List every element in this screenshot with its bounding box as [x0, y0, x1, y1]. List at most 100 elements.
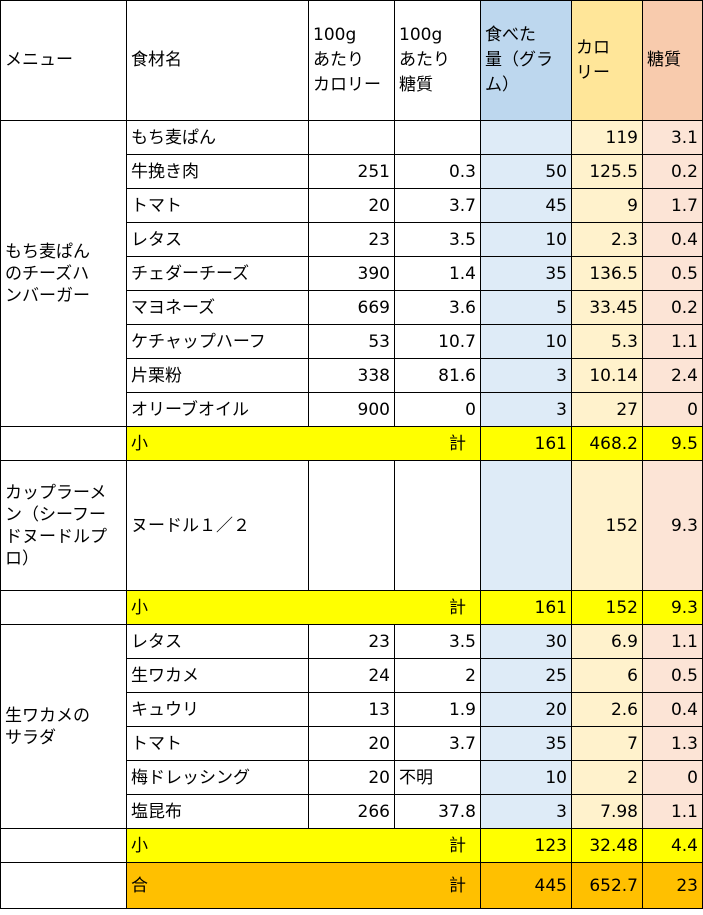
- sugar-cell[interactable]: 1.1: [642, 794, 703, 829]
- eaten-cell[interactable]: 10: [480, 324, 572, 359]
- ingredient-cell[interactable]: 生ワカメ: [126, 658, 309, 693]
- sugar-per100-cell[interactable]: [394, 460, 481, 591]
- cal-per100-cell[interactable]: 20: [308, 726, 395, 761]
- subtotal-eaten[interactable]: 161: [480, 426, 572, 461]
- total-sugar[interactable]: 23: [642, 862, 703, 909]
- eaten-cell[interactable]: 35: [480, 256, 572, 291]
- calorie-cell[interactable]: 7.98: [571, 794, 643, 829]
- subtotal-calorie[interactable]: 32.48: [571, 828, 643, 863]
- sugar-cell[interactable]: 3.1: [642, 120, 703, 155]
- ingredient-cell[interactable]: ケチャップハーフ: [126, 324, 309, 359]
- sugar-cell[interactable]: 0.2: [642, 290, 703, 325]
- calorie-cell[interactable]: 7: [571, 726, 643, 761]
- header-cal-per100[interactable]: 100g あたり カロリー: [308, 0, 395, 121]
- ingredient-cell[interactable]: オリーブオイル: [126, 392, 309, 427]
- ingredient-cell[interactable]: 塩昆布: [126, 794, 309, 829]
- eaten-cell[interactable]: [480, 460, 572, 591]
- calorie-cell[interactable]: 9: [571, 188, 643, 223]
- calorie-cell[interactable]: 27: [571, 392, 643, 427]
- subtotal-eaten[interactable]: 123: [480, 828, 572, 863]
- subtotal-sugar[interactable]: 9.5: [642, 426, 703, 461]
- sugar-per100-cell[interactable]: 1.9: [394, 692, 481, 727]
- sugar-cell[interactable]: 0.4: [642, 222, 703, 257]
- header-ingredient[interactable]: 食材名: [126, 0, 309, 121]
- cal-per100-cell[interactable]: 23: [308, 222, 395, 257]
- cal-per100-cell[interactable]: 20: [308, 188, 395, 223]
- header-sugar-per100[interactable]: 100g あたり 糖質: [394, 0, 481, 121]
- header-calorie[interactable]: カロ リー: [571, 0, 643, 121]
- eaten-cell[interactable]: 3: [480, 358, 572, 393]
- ingredient-cell[interactable]: レタス: [126, 222, 309, 257]
- sugar-cell[interactable]: 0.5: [642, 658, 703, 693]
- eaten-cell[interactable]: 25: [480, 658, 572, 693]
- cal-per100-cell[interactable]: 23: [308, 624, 395, 659]
- eaten-cell[interactable]: 45: [480, 188, 572, 223]
- eaten-cell[interactable]: 10: [480, 222, 572, 257]
- sugar-per100-cell[interactable]: 3.6: [394, 290, 481, 325]
- ingredient-cell[interactable]: もち麦ぱん: [126, 120, 309, 155]
- subtotal-eaten[interactable]: 161: [480, 590, 572, 625]
- calorie-cell[interactable]: 2.3: [571, 222, 643, 257]
- calorie-cell[interactable]: 6.9: [571, 624, 643, 659]
- sugar-cell[interactable]: 1.7: [642, 188, 703, 223]
- sugar-cell[interactable]: 0.4: [642, 692, 703, 727]
- eaten-cell[interactable]: 5: [480, 290, 572, 325]
- sugar-per100-cell[interactable]: 37.8: [394, 794, 481, 829]
- eaten-cell[interactable]: [480, 120, 572, 155]
- sugar-per100-cell[interactable]: 3.7: [394, 188, 481, 223]
- sugar-per100-cell[interactable]: 不明: [394, 760, 481, 795]
- sugar-cell[interactable]: 9.3: [642, 460, 703, 591]
- subtotal-label[interactable]: 小計: [126, 828, 481, 863]
- cal-per100-cell[interactable]: 338: [308, 358, 395, 393]
- ingredient-cell[interactable]: トマト: [126, 188, 309, 223]
- subtotal-label[interactable]: 小計: [126, 426, 481, 461]
- sugar-per100-cell[interactable]: 0.3: [394, 154, 481, 189]
- menu-cell-blank[interactable]: [0, 426, 127, 461]
- calorie-cell[interactable]: 2: [571, 760, 643, 795]
- subtotal-sugar[interactable]: 4.4: [642, 828, 703, 863]
- eaten-cell[interactable]: 30: [480, 624, 572, 659]
- header-menu[interactable]: メニュー: [0, 0, 127, 121]
- menu-cell-blank[interactable]: [0, 590, 127, 625]
- ingredient-cell[interactable]: ヌードル１／２: [126, 460, 309, 591]
- ingredient-cell[interactable]: 片栗粉: [126, 358, 309, 393]
- cal-per100-cell[interactable]: 669: [308, 290, 395, 325]
- calorie-cell[interactable]: 6: [571, 658, 643, 693]
- eaten-cell[interactable]: 3: [480, 392, 572, 427]
- eaten-cell[interactable]: 50: [480, 154, 572, 189]
- menu-cell-blank[interactable]: [0, 828, 127, 863]
- calorie-cell[interactable]: 2.6: [571, 692, 643, 727]
- sugar-cell[interactable]: 1.3: [642, 726, 703, 761]
- cal-per100-cell[interactable]: 20: [308, 760, 395, 795]
- cal-per100-cell[interactable]: 266: [308, 794, 395, 829]
- cal-per100-cell[interactable]: 390: [308, 256, 395, 291]
- cal-per100-cell[interactable]: [308, 120, 395, 155]
- total-label[interactable]: 合計: [126, 862, 481, 909]
- menu-cell[interactable]: カップラーメ ン（シーフー ドヌードルプ ロ）: [0, 460, 127, 591]
- ingredient-cell[interactable]: キュウリ: [126, 692, 309, 727]
- header-sugar[interactable]: 糖質: [642, 0, 703, 121]
- sugar-cell[interactable]: 1.1: [642, 324, 703, 359]
- cal-per100-cell[interactable]: 13: [308, 692, 395, 727]
- menu-cell-blank[interactable]: [0, 862, 127, 909]
- sugar-per100-cell[interactable]: 1.4: [394, 256, 481, 291]
- sugar-per100-cell[interactable]: 3.5: [394, 222, 481, 257]
- calorie-cell[interactable]: 33.45: [571, 290, 643, 325]
- sugar-per100-cell[interactable]: 3.5: [394, 624, 481, 659]
- sugar-cell[interactable]: 0.2: [642, 154, 703, 189]
- cal-per100-cell[interactable]: 53: [308, 324, 395, 359]
- calorie-cell[interactable]: 10.14: [571, 358, 643, 393]
- calorie-cell[interactable]: 152: [571, 460, 643, 591]
- sugar-cell[interactable]: 1.1: [642, 624, 703, 659]
- eaten-cell[interactable]: 35: [480, 726, 572, 761]
- sugar-per100-cell[interactable]: [394, 120, 481, 155]
- cal-per100-cell[interactable]: [308, 460, 395, 591]
- sugar-cell[interactable]: 0.5: [642, 256, 703, 291]
- cal-per100-cell[interactable]: 900: [308, 392, 395, 427]
- eaten-cell[interactable]: 10: [480, 760, 572, 795]
- subtotal-calorie[interactable]: 468.2: [571, 426, 643, 461]
- sugar-per100-cell[interactable]: 2: [394, 658, 481, 693]
- eaten-cell[interactable]: 20: [480, 692, 572, 727]
- subtotal-calorie[interactable]: 152: [571, 590, 643, 625]
- ingredient-cell[interactable]: レタス: [126, 624, 309, 659]
